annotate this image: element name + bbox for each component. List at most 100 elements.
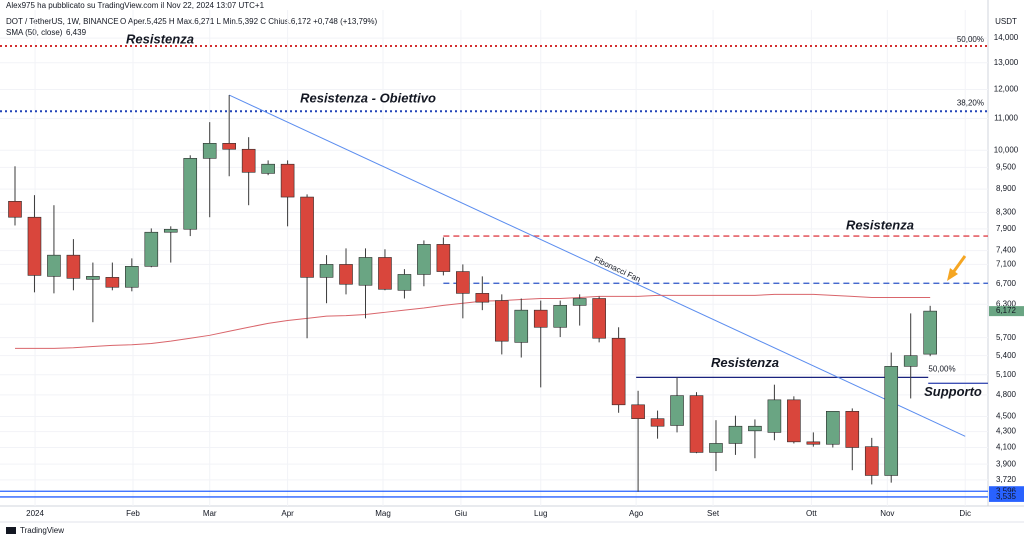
plot [0, 10, 988, 506]
candle-body [689, 395, 704, 453]
y-tick-label: 6,300 [996, 299, 1017, 308]
orange-arrow [947, 255, 967, 281]
y-tick-label: 8,900 [996, 184, 1017, 193]
published-note: Alex975 ha pubblicato su TradingView.com… [6, 1, 265, 10]
x-tick-label: 2024 [26, 509, 44, 518]
x-tick-label: Dic [959, 509, 971, 518]
candle-body [280, 163, 295, 198]
x-tick-label: Lug [534, 509, 547, 518]
candle-body [884, 366, 899, 476]
candle-body [592, 298, 606, 339]
candle-body [845, 411, 860, 448]
y-tick-label: 8,300 [996, 207, 1017, 216]
y-tick-label: 7,100 [996, 260, 1017, 269]
price-tag-label: 3,535 [996, 492, 1017, 501]
candle-body [670, 395, 684, 426]
brand-logo [6, 527, 16, 534]
candle-body [709, 443, 723, 453]
x-tick-label: Ago [629, 509, 644, 518]
fib-pct: 50,00% [957, 35, 984, 44]
candle-body [241, 148, 256, 173]
candle-body [864, 446, 879, 476]
currency: USDT [995, 17, 1017, 26]
candle-body [572, 298, 587, 306]
y-tick-label: 10,000 [994, 145, 1019, 154]
arrow-shaft [950, 255, 967, 275]
x-tick-label: Mag [375, 509, 391, 518]
candle-body [923, 310, 937, 355]
candle-body [728, 425, 743, 444]
y-tick-label: 11,000 [994, 114, 1018, 123]
sma-value: 6,439 [66, 28, 87, 37]
candle-body [533, 309, 548, 328]
y-tick-label: 6,700 [996, 279, 1017, 288]
y-tick-label: 5,100 [996, 370, 1017, 379]
x-tick-label: Feb [126, 509, 140, 518]
y-tick-label: 3,720 [996, 475, 1017, 484]
x-tick-label: Giu [455, 509, 467, 518]
x-tick-label: Set [707, 509, 720, 518]
y-tick-label: 4,500 [996, 412, 1017, 421]
candle-body [183, 158, 198, 230]
level-text: Resistenza - Obiettivo [300, 91, 436, 106]
x-tick-label: Apr [281, 509, 294, 518]
y-tick-label: 7,400 [996, 246, 1017, 255]
y-tick-label: 4,100 [996, 443, 1017, 452]
candle-body [300, 196, 314, 278]
candle-body [261, 163, 275, 174]
ohlc: O Aper.5,425 H Max.6,271 L Min.5,392 C C… [120, 17, 378, 26]
candle-body [631, 404, 645, 419]
candle-body [903, 355, 918, 367]
y-tick-label: 12,000 [994, 85, 1019, 94]
y-tick-label: 14,000 [994, 33, 1019, 42]
y-tick-label: 9,500 [996, 162, 1017, 171]
y-tick-label: 13,000 [994, 58, 1019, 67]
candle-body [475, 293, 490, 303]
candle-body [650, 418, 665, 427]
candle-body [105, 277, 120, 288]
last-price-label: 6,172 [996, 306, 1017, 315]
candle-body [222, 143, 236, 150]
candle-body [202, 143, 217, 159]
brand: TradingView [20, 526, 64, 535]
y-tick-label: 4,800 [996, 390, 1017, 399]
candle-body [436, 244, 451, 272]
candle-body [8, 201, 22, 218]
candle-body [163, 228, 178, 233]
level-text: Supporto [924, 384, 982, 399]
candle-body [553, 305, 568, 328]
candle-body [494, 300, 509, 342]
candle-body [27, 216, 42, 276]
price-tag [989, 486, 1024, 497]
candle-body [397, 274, 412, 291]
x-tick-label: Mar [203, 509, 217, 518]
candle-body [787, 399, 801, 443]
candle-body [358, 257, 373, 286]
arrow-head [947, 268, 958, 281]
y-tick-label: 5,400 [996, 351, 1017, 360]
candle-body [339, 264, 353, 285]
candle-body [611, 337, 626, 406]
sma-line [14, 293, 931, 349]
fib-pct: 50,00% [928, 364, 955, 373]
candle-body [514, 309, 529, 343]
y-tick-label: 7,900 [996, 224, 1017, 233]
candle-body [86, 276, 100, 280]
level-text: Resistenza [711, 355, 779, 370]
price-tag [989, 491, 1024, 502]
candle-body [144, 231, 159, 267]
level-text: Resistenza [846, 218, 914, 233]
y-tick-label: 5,700 [996, 333, 1017, 342]
candle-body [378, 257, 392, 290]
candle-body [417, 244, 431, 275]
x-tick-label: Ott [806, 509, 817, 518]
candle-body [125, 266, 139, 288]
level-text: Resistenza [126, 31, 194, 46]
candle-body [826, 411, 840, 445]
last-price-tag [989, 306, 1024, 317]
fan-line [228, 94, 966, 437]
candle-body [748, 425, 762, 432]
price-tag-label: 3,596 [996, 486, 1017, 495]
